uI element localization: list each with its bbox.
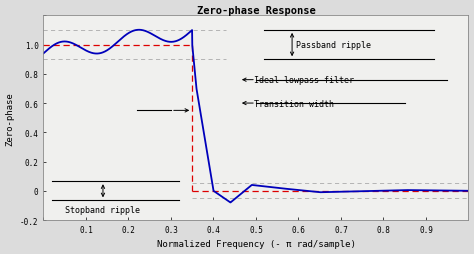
Text: Transition width: Transition width	[254, 99, 334, 108]
Title: Zero-phase Response: Zero-phase Response	[197, 6, 315, 15]
Text: Ideal lowpass filter: Ideal lowpass filter	[254, 76, 354, 85]
Y-axis label: Zero-phase: Zero-phase	[6, 91, 15, 145]
Text: Passband ripple: Passband ripple	[296, 41, 371, 50]
Text: Stopband ripple: Stopband ripple	[65, 205, 140, 214]
X-axis label: Normalized Frequency (- π rad/sample): Normalized Frequency (- π rad/sample)	[156, 240, 356, 248]
